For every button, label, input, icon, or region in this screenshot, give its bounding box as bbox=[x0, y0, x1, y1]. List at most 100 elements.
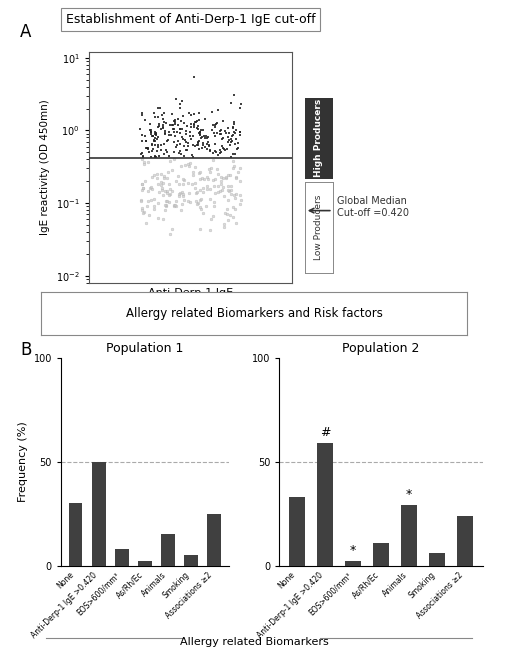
Point bbox=[218, 116, 227, 126]
Point bbox=[147, 152, 155, 162]
Point bbox=[235, 127, 243, 137]
Point bbox=[197, 133, 205, 143]
Point bbox=[165, 150, 173, 161]
Point bbox=[168, 120, 176, 131]
Point bbox=[144, 196, 152, 207]
Point bbox=[217, 129, 225, 140]
Point bbox=[224, 136, 232, 147]
Point bbox=[236, 129, 244, 140]
Point bbox=[190, 122, 198, 133]
Point bbox=[186, 157, 194, 168]
Point bbox=[175, 190, 183, 201]
Point bbox=[141, 115, 149, 125]
Point bbox=[220, 191, 228, 202]
Point bbox=[203, 139, 211, 150]
Point bbox=[152, 128, 161, 138]
Point bbox=[207, 214, 215, 224]
Point bbox=[176, 205, 184, 215]
Point bbox=[138, 185, 146, 196]
Point bbox=[160, 108, 168, 118]
Bar bbox=[184, 555, 198, 566]
Point bbox=[189, 131, 197, 142]
Point bbox=[189, 152, 197, 162]
Point bbox=[218, 133, 227, 144]
Point bbox=[195, 136, 203, 146]
Point bbox=[193, 122, 201, 133]
Point bbox=[206, 226, 214, 236]
Point bbox=[163, 185, 171, 196]
Point bbox=[196, 185, 204, 195]
Point bbox=[140, 206, 148, 216]
Point bbox=[188, 150, 197, 161]
Point bbox=[210, 146, 218, 156]
Point bbox=[194, 124, 202, 135]
Point bbox=[154, 198, 162, 209]
Point bbox=[227, 181, 235, 191]
Point bbox=[231, 192, 239, 203]
Point bbox=[229, 156, 237, 166]
Point bbox=[164, 166, 172, 177]
Point bbox=[185, 188, 194, 198]
Point bbox=[194, 200, 202, 210]
Point bbox=[137, 194, 145, 205]
Point bbox=[192, 188, 200, 198]
Point bbox=[154, 102, 162, 112]
Point bbox=[236, 127, 244, 137]
Title: Population 1: Population 1 bbox=[106, 342, 183, 355]
Text: High Producers: High Producers bbox=[314, 99, 323, 177]
Point bbox=[181, 159, 189, 170]
Point bbox=[231, 203, 239, 214]
Point bbox=[168, 165, 176, 176]
Point bbox=[227, 134, 235, 144]
Point bbox=[232, 125, 240, 136]
Point bbox=[188, 179, 197, 190]
Point bbox=[156, 180, 165, 190]
Point bbox=[222, 174, 230, 184]
Point bbox=[195, 128, 203, 138]
Point bbox=[217, 176, 225, 186]
Point bbox=[155, 118, 163, 129]
Point bbox=[218, 140, 226, 151]
Point bbox=[232, 189, 240, 200]
Point bbox=[186, 196, 194, 207]
Point bbox=[147, 131, 155, 142]
Point bbox=[227, 189, 235, 200]
Point bbox=[236, 163, 244, 174]
Point bbox=[213, 187, 221, 198]
Point bbox=[163, 173, 171, 183]
Point bbox=[150, 135, 158, 145]
Point bbox=[211, 188, 219, 198]
Point bbox=[142, 136, 150, 146]
Point bbox=[195, 108, 203, 118]
Point bbox=[180, 118, 188, 128]
Point bbox=[154, 151, 163, 161]
Point bbox=[153, 134, 162, 144]
Point bbox=[196, 129, 204, 140]
Point bbox=[204, 137, 212, 148]
Point bbox=[157, 145, 165, 155]
Point bbox=[225, 215, 233, 226]
Point bbox=[202, 201, 210, 211]
Point bbox=[209, 155, 217, 166]
Point bbox=[227, 185, 235, 195]
Point bbox=[225, 187, 233, 197]
Point bbox=[181, 135, 189, 145]
Point bbox=[199, 187, 207, 197]
Point bbox=[166, 229, 174, 239]
Point bbox=[168, 224, 176, 235]
Point bbox=[217, 147, 226, 157]
Point bbox=[147, 127, 155, 137]
Point bbox=[146, 181, 154, 192]
Point bbox=[186, 131, 195, 141]
Text: Global Median
Cut-off =0.420: Global Median Cut-off =0.420 bbox=[337, 196, 409, 218]
Point bbox=[229, 124, 237, 134]
Point bbox=[152, 169, 161, 179]
Point bbox=[163, 147, 171, 157]
Point bbox=[224, 131, 232, 142]
Point bbox=[190, 178, 199, 188]
Point bbox=[196, 174, 204, 184]
Point bbox=[139, 151, 147, 162]
Point bbox=[229, 202, 237, 213]
Point bbox=[217, 172, 225, 183]
Bar bbox=[115, 549, 129, 566]
